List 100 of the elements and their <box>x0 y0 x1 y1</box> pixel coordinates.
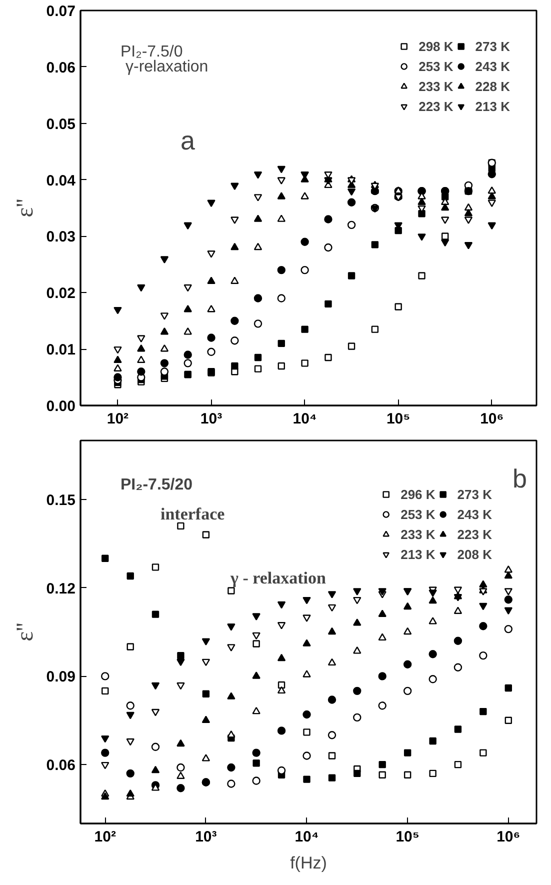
point <box>301 360 308 367</box>
point <box>504 684 512 692</box>
y-tick-label: 0.06 <box>46 59 76 76</box>
legend-label: 243 K <box>475 58 510 74</box>
point <box>207 334 216 342</box>
annotation: interface <box>160 504 226 524</box>
y-tick-label: 0.04 <box>46 172 76 190</box>
point <box>228 587 235 594</box>
point <box>151 742 160 751</box>
point <box>202 638 210 646</box>
point <box>114 364 122 372</box>
point <box>184 359 192 368</box>
point <box>302 614 311 622</box>
point <box>207 348 216 356</box>
point <box>207 304 216 312</box>
point <box>184 222 192 230</box>
point <box>354 770 361 778</box>
y-tick-label: 0.06 <box>46 757 76 774</box>
point <box>454 760 462 768</box>
point <box>303 728 310 736</box>
annotation: γ - relaxation <box>230 568 327 588</box>
point <box>184 350 192 359</box>
point <box>202 716 210 724</box>
point <box>300 238 309 246</box>
annotation: a <box>180 126 196 156</box>
point <box>277 726 286 735</box>
point <box>202 690 210 698</box>
point <box>378 610 386 617</box>
point <box>353 713 362 722</box>
legend-label: 273 K <box>457 486 492 502</box>
point <box>324 300 332 308</box>
x-tick-label: 10³ <box>195 828 217 846</box>
point <box>137 284 146 292</box>
point <box>126 769 134 778</box>
legend-label: 208 K <box>457 546 492 562</box>
legend-label: 296 K <box>400 486 436 502</box>
text: PI₂-7.5/20 <box>120 476 193 494</box>
point <box>126 702 134 710</box>
point <box>328 774 336 782</box>
x-tick-label: 10² <box>106 410 129 428</box>
point <box>440 216 450 224</box>
point <box>160 328 169 335</box>
point <box>230 316 239 325</box>
point <box>464 216 473 224</box>
point <box>227 780 236 788</box>
point <box>137 368 146 376</box>
point <box>254 365 262 372</box>
point <box>347 220 356 230</box>
legend-label: 223 K <box>418 98 454 114</box>
point <box>479 602 488 610</box>
point <box>277 601 286 609</box>
point <box>378 702 386 710</box>
point <box>126 643 134 650</box>
point <box>114 373 122 382</box>
x-tick-label: 10⁴ <box>292 410 317 428</box>
point <box>429 737 436 745</box>
point <box>254 214 262 222</box>
point <box>177 522 184 530</box>
point <box>126 572 134 580</box>
point <box>252 640 260 648</box>
point <box>440 203 450 211</box>
point <box>202 754 210 762</box>
point <box>254 354 262 362</box>
point <box>254 320 262 328</box>
point <box>302 752 311 760</box>
annotation: γ-relaxation <box>126 58 208 76</box>
point <box>454 586 462 594</box>
point <box>101 792 110 800</box>
legend-label: 228 K <box>475 78 510 94</box>
point <box>328 752 336 760</box>
point <box>378 672 386 680</box>
point <box>254 294 262 302</box>
point <box>418 198 426 205</box>
point <box>137 356 146 363</box>
x-tick-label: 10² <box>94 828 116 846</box>
point <box>114 306 122 314</box>
point <box>479 651 488 660</box>
point <box>151 708 160 716</box>
point <box>353 646 362 654</box>
point <box>152 610 160 618</box>
point <box>504 565 512 573</box>
point <box>184 284 192 292</box>
point <box>328 658 336 666</box>
point <box>207 276 216 284</box>
point <box>252 748 260 757</box>
point <box>324 243 332 252</box>
point <box>202 531 210 538</box>
point <box>418 272 426 280</box>
y-tick-label: 0.05 <box>46 116 76 133</box>
point <box>152 564 160 571</box>
point <box>428 675 437 684</box>
point <box>277 294 286 302</box>
point <box>488 200 496 207</box>
point <box>479 580 488 588</box>
legend-label: 253 K <box>418 58 454 74</box>
point <box>429 770 436 778</box>
point <box>353 618 362 626</box>
y-tick-label: 0.01 <box>46 342 76 359</box>
point <box>454 606 462 614</box>
x-tick-label: 10⁵ <box>396 828 420 846</box>
